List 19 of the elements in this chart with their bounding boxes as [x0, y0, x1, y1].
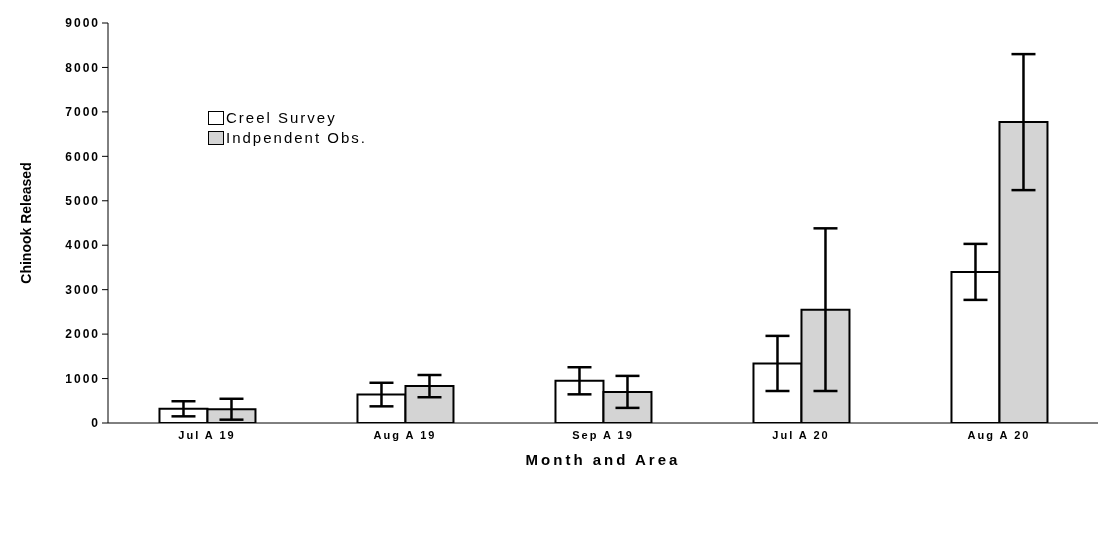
- x-tick-label: Aug A 19: [373, 428, 437, 441]
- y-tick-label: 2000: [65, 327, 100, 342]
- y-axis-title: Chinook Released: [17, 162, 34, 284]
- y-tick-label: 3000: [65, 282, 100, 297]
- y-tick-label: 7000: [65, 105, 100, 120]
- y-tick-label: 9000: [65, 16, 100, 31]
- y-tick-label: 5000: [65, 194, 100, 209]
- y-tick-label: 4000: [65, 238, 100, 253]
- x-tick-label: Sep A 19: [572, 428, 634, 441]
- x-tick-label: Aug A 20: [967, 428, 1031, 441]
- y-tick-label: 8000: [65, 60, 100, 75]
- x-tick-label: Jul A 19: [178, 428, 236, 441]
- legend-label: Creel Survey: [226, 108, 337, 128]
- y-tick-label: 1000: [65, 371, 100, 386]
- y-tick-label: 6000: [65, 149, 100, 164]
- y-tick-label: 0: [91, 416, 100, 431]
- x-axis-title: Month and Area: [525, 451, 681, 468]
- x-tick-label: Jul A 20: [772, 428, 830, 441]
- legend-label: Indpendent Obs.: [226, 128, 367, 148]
